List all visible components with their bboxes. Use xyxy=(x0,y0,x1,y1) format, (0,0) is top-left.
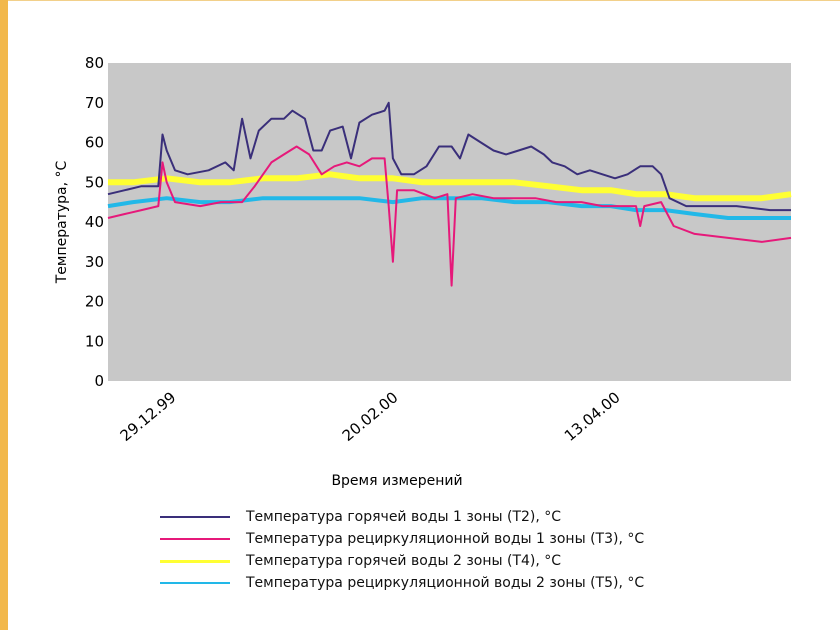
chart-canvas: 0 10 20 30 40 50 60 70 80 29.12.99 20.02.00 13.04.… xyxy=(54,54,792,489)
legend-swatch-t3 xyxy=(160,538,230,540)
left-accent-border xyxy=(0,0,8,630)
series-line-t2 xyxy=(107,101,791,212)
series-line-t3 xyxy=(107,145,792,287)
y-tick-label: 70 xyxy=(85,94,104,112)
legend-swatch-t5 xyxy=(160,582,230,584)
legend-label-t4: Температура горячей воды 2 зоны (Т4), °С xyxy=(246,553,562,569)
y-tick-label: 10 xyxy=(85,332,104,350)
x-tick-label: 29.12.99 xyxy=(117,388,180,445)
legend-label-t5: Температура рециркуляционной воды 2 зоны… xyxy=(246,575,645,591)
top-accent-border xyxy=(8,0,840,1)
y-tick-label: 40 xyxy=(85,213,104,231)
x-tick-label: 13.04.00 xyxy=(561,388,624,445)
y-tick-label: 0 xyxy=(94,372,104,390)
y-tick-label: 50 xyxy=(85,173,104,191)
y-axis-label: Температура, °С xyxy=(54,161,70,285)
y-tick-label: 60 xyxy=(85,134,104,152)
y-tick-label: 30 xyxy=(85,253,104,271)
legend-item-t2: Температура горячей воды 1 зоны (Т2), °С xyxy=(160,506,644,528)
x-axis-label: Время измерений xyxy=(331,473,462,489)
legend-label-t3: Температура рециркуляционной воды 1 зоны… xyxy=(246,531,645,547)
x-tick-label: 20.02.00 xyxy=(339,388,402,445)
legend: Температура горячей воды 1 зоны (Т2), °С… xyxy=(160,506,644,594)
legend-item-t3: Температура рециркуляционной воды 1 зоны… xyxy=(160,528,644,550)
legend-item-t4: Температура горячей воды 2 зоны (Т4), °С xyxy=(160,550,644,572)
legend-swatch-t4 xyxy=(160,559,230,563)
legend-swatch-t2 xyxy=(160,516,230,518)
legend-item-t5: Температура рециркуляционной воды 2 зоны… xyxy=(160,572,644,594)
series-line-t4 xyxy=(108,171,792,202)
y-tick-label: 20 xyxy=(85,293,104,311)
y-tick-label: 80 xyxy=(85,54,104,72)
legend-label-t2: Температура горячей воды 1 зоны (Т2), °С xyxy=(246,509,562,525)
